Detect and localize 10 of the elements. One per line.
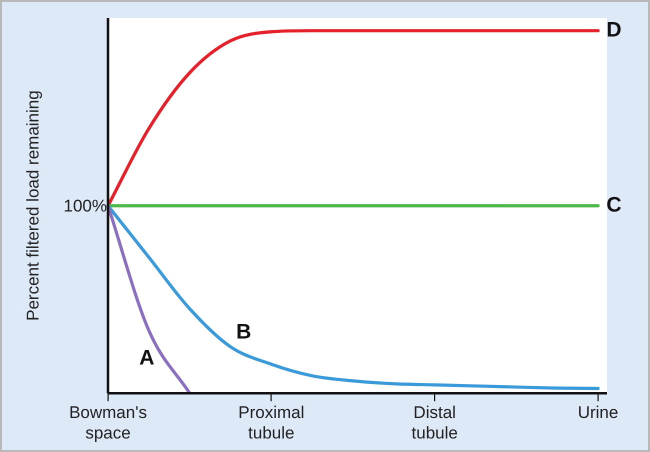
- series-label: C: [606, 194, 622, 217]
- x-tick-label: Bowman's space: [69, 403, 147, 442]
- annotation: 100%: [64, 196, 107, 216]
- series-label: D: [606, 18, 622, 42]
- x-tick-label: Distal tubule: [412, 403, 458, 442]
- y-axis-title: Percent filtered load remaining: [24, 90, 43, 321]
- x-tick-label: Proximal tubule: [238, 403, 304, 442]
- x-tick-label: Urine: [578, 403, 618, 422]
- series-label: A: [139, 346, 154, 370]
- series-label: B: [236, 320, 252, 344]
